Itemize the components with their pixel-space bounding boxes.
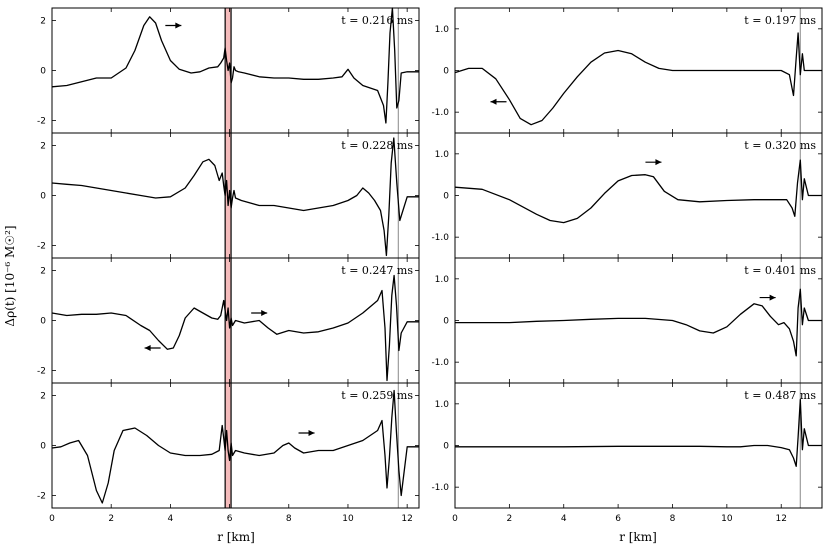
panel-left-4: 0 2 4 6 8 10 12 2 0 -2 t = 0.259 ms — [37, 382, 420, 524]
curve-left-2 — [51, 137, 419, 257]
arrow-head — [261, 310, 268, 316]
xtick-label-left-4-0: 0 — [49, 514, 55, 524]
arrow-head — [144, 345, 151, 351]
ytick-label-left-1-2: -2 — [37, 117, 46, 127]
panel-right-4: 0 2 4 6 8 10 12 1.0 0 -1.0 t = 0.487 ms — [431, 382, 823, 524]
panel-left-1: 2 0 -2 t = 0.216 ms — [37, 7, 420, 134]
arrow-right-2-0 — [645, 159, 662, 166]
xtick-label-left-4-3: 6 — [227, 514, 233, 524]
arrow-left-4-0 — [298, 430, 315, 436]
arrow-left-3-1 — [251, 310, 268, 316]
xtick-label-right-4-3: 6 — [615, 514, 621, 524]
x-axis-label-left: r [km] — [217, 530, 255, 544]
curve-left-4 — [51, 389, 419, 504]
ytick-label-left-2-1: 0 — [40, 192, 46, 202]
panels-group: 2 0 -2 t = 0.216 ms 2 0 -2 t = 0.228 ms 2 0 -2 t = … — [37, 7, 823, 524]
xtick-label-right-4-1: 2 — [507, 514, 513, 524]
panel-left-2: 2 0 -2 t = 0.228 ms — [37, 132, 420, 259]
xtick-label-right-4-2: 4 — [561, 514, 567, 524]
panel-right-3: 1.0 0 -1.0 t = 0.401 ms — [431, 257, 823, 384]
ytick-label-left-2-0: 2 — [40, 142, 46, 152]
ytick-label-left-4-1: 0 — [40, 442, 46, 452]
ytick-label-right-4-1: 0 — [443, 442, 449, 452]
ytick-label-left-3-2: -2 — [37, 367, 46, 377]
y-axis-label: Δρ(t) [10⁻⁶ M☉²] — [3, 225, 17, 326]
ytick-label-left-1-1: 0 — [40, 67, 46, 77]
ytick-label-right-3-1: 0 — [443, 317, 449, 327]
arrow-right-3-0 — [759, 294, 776, 301]
curve-left-1 — [51, 7, 419, 124]
arrow-left-1-0 — [165, 22, 182, 29]
ytick-label-right-1-2: -1.0 — [431, 108, 449, 118]
ytick-label-right-3-2: -1.0 — [431, 358, 449, 368]
ytick-label-right-1-0: 1.0 — [435, 25, 450, 35]
xtick-label-left-4-1: 2 — [108, 514, 114, 524]
xtick-label-left-4-5: 10 — [342, 514, 354, 524]
t-label-left-2: t = 0.228 ms — [341, 139, 413, 152]
ytick-label-right-4-0: 1.0 — [435, 400, 450, 410]
ytick-label-right-2-2: -1.0 — [431, 233, 449, 243]
arrow-head — [769, 294, 776, 301]
curve-right-2 — [454, 159, 822, 224]
arrow-head — [175, 22, 182, 29]
ytick-label-left-4-2: -2 — [37, 492, 46, 502]
curve-right-1 — [454, 32, 822, 126]
t-label-right-2: t = 0.320 ms — [744, 139, 816, 152]
panel-left-3: 2 0 -2 t = 0.247 ms — [37, 257, 420, 384]
ytick-label-right-3-0: 1.0 — [435, 275, 450, 285]
red-band-left-3 — [225, 258, 232, 383]
ytick-label-left-2-2: -2 — [37, 242, 46, 252]
panel-right-2: 1.0 0 -1.0 t = 0.320 ms — [431, 132, 823, 259]
xtick-label-left-4-4: 8 — [286, 514, 292, 524]
t-label-left-3: t = 0.247 ms — [341, 264, 413, 277]
arrow-right-1-0 — [490, 98, 507, 105]
xtick-label-left-4-6: 12 — [401, 514, 412, 524]
t-label-right-4: t = 0.487 ms — [744, 389, 816, 402]
curve-left-3 — [51, 274, 419, 382]
curve-right-3 — [455, 288, 822, 357]
xtick-label-right-4-4: 8 — [670, 514, 676, 524]
x-axis-label-right: r [km] — [619, 530, 657, 544]
xtick-label-right-4-6: 12 — [775, 514, 786, 524]
ytick-label-right-2-0: 1.0 — [435, 150, 450, 160]
ytick-label-right-1-1: 0 — [443, 67, 449, 77]
ytick-label-left-3-1: 0 — [40, 317, 46, 327]
curve-right-4 — [455, 399, 822, 467]
ytick-label-right-2-1: 0 — [443, 192, 449, 202]
arrow-head — [655, 159, 662, 166]
t-label-right-1: t = 0.197 ms — [744, 14, 816, 27]
ytick-label-left-4-0: 2 — [40, 392, 46, 402]
t-label-right-3: t = 0.401 ms — [744, 264, 816, 277]
arrow-left-3-0 — [144, 345, 161, 351]
xtick-label-right-4-0: 0 — [452, 514, 458, 524]
arrow-head — [308, 430, 315, 436]
arrow-head — [490, 98, 497, 105]
t-label-left-4: t = 0.259 ms — [341, 389, 413, 402]
panel-right-1: 1.0 0 -1.0 t = 0.197 ms — [431, 7, 823, 134]
xtick-label-left-4-2: 4 — [168, 514, 174, 524]
xtick-label-right-4-5: 10 — [721, 514, 733, 524]
ytick-label-right-4-2: -1.0 — [431, 483, 449, 493]
ytick-label-left-3-0: 2 — [40, 267, 46, 277]
t-label-left-1: t = 0.216 ms — [341, 14, 413, 27]
ytick-label-left-1-0: 2 — [40, 17, 46, 27]
